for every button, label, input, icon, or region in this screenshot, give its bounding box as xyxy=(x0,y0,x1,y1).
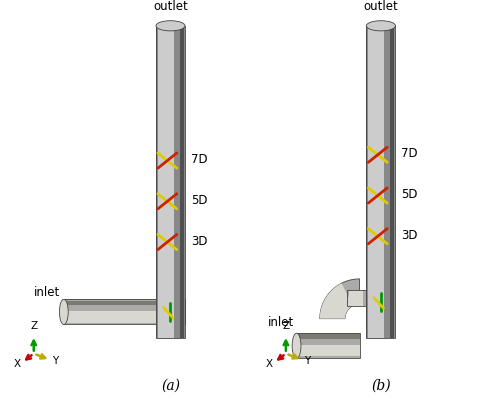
Text: (b): (b) xyxy=(371,379,390,392)
Polygon shape xyxy=(320,283,353,319)
Ellipse shape xyxy=(156,21,185,31)
Bar xyxy=(64,311,185,322)
Bar xyxy=(366,26,396,338)
Bar xyxy=(368,26,384,338)
Bar xyxy=(180,26,184,338)
Text: 7D: 7D xyxy=(191,153,208,166)
Bar xyxy=(349,290,363,306)
Bar xyxy=(347,290,372,306)
Text: Y: Y xyxy=(52,356,59,366)
Text: inlet: inlet xyxy=(34,286,60,299)
Bar xyxy=(64,299,185,324)
Bar xyxy=(390,26,394,338)
Bar xyxy=(64,299,185,324)
Text: 3D: 3D xyxy=(402,229,418,242)
Text: inlet: inlet xyxy=(268,316,294,329)
Text: (a): (a) xyxy=(161,379,180,392)
Bar xyxy=(296,335,360,339)
Ellipse shape xyxy=(292,333,301,358)
Bar xyxy=(158,26,174,338)
Ellipse shape xyxy=(60,299,68,324)
Text: outlet: outlet xyxy=(153,0,188,13)
Text: 5D: 5D xyxy=(191,194,208,207)
Text: outlet: outlet xyxy=(364,0,398,13)
Bar xyxy=(64,301,185,305)
Text: 3D: 3D xyxy=(191,235,208,248)
Bar xyxy=(156,26,185,338)
Text: X: X xyxy=(266,359,272,369)
Bar xyxy=(296,345,360,356)
Bar xyxy=(366,26,396,338)
Ellipse shape xyxy=(366,21,396,31)
Text: Z: Z xyxy=(282,321,290,331)
Text: 5D: 5D xyxy=(402,188,418,201)
Text: 7D: 7D xyxy=(402,147,418,160)
Text: Z: Z xyxy=(30,321,38,331)
Bar xyxy=(156,26,185,338)
Polygon shape xyxy=(320,279,360,319)
Bar xyxy=(296,333,360,358)
Bar xyxy=(347,290,372,306)
Bar xyxy=(368,290,371,306)
Text: X: X xyxy=(14,359,20,369)
Bar xyxy=(296,333,360,358)
Text: Y: Y xyxy=(304,356,310,366)
